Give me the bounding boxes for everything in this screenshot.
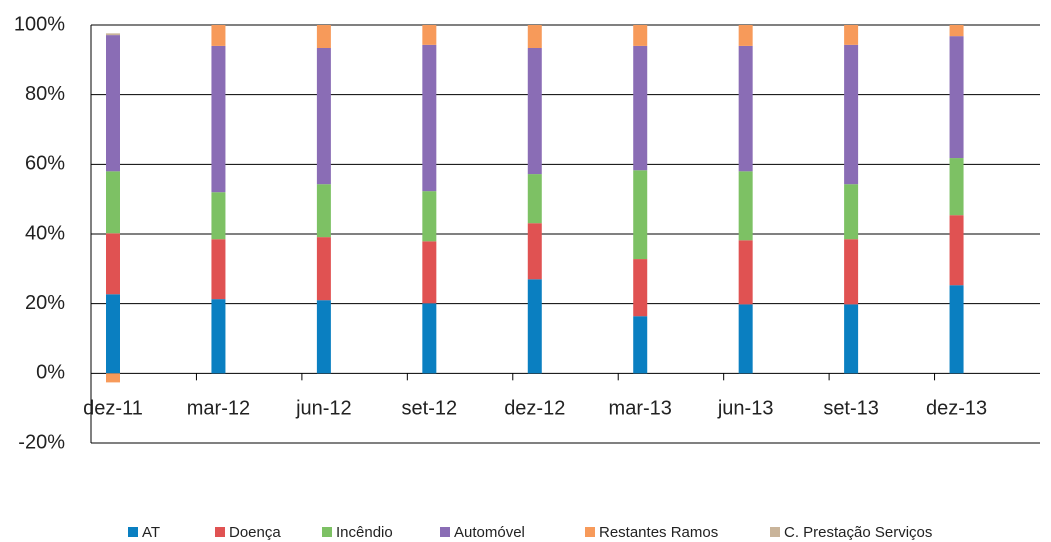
bar-segment: [949, 36, 964, 159]
legend-label: Incêndio: [336, 524, 393, 541]
legend-swatch: [440, 527, 450, 537]
x-tick-label: set-12: [402, 398, 458, 420]
bar-segment: [211, 299, 226, 374]
bar-segment: [316, 300, 331, 374]
bar-segment: [738, 304, 753, 374]
bar-segment: [844, 25, 859, 45]
bar-segment: [844, 184, 859, 240]
bar-segment: [316, 184, 331, 238]
legend-swatch: [585, 527, 595, 537]
bar-segment: [738, 25, 753, 46]
x-tick-label: jun-13: [717, 398, 774, 420]
y-tick-label: 20%: [25, 292, 65, 314]
bar-segment: [949, 215, 964, 286]
bar-segment: [211, 45, 226, 193]
bar-segment: [844, 239, 859, 305]
bar-segment: [949, 285, 964, 374]
x-tick-label: mar-13: [609, 398, 672, 420]
bar-segment: [106, 171, 120, 234]
bar-segment: [949, 158, 964, 216]
legend-swatch: [215, 527, 225, 537]
legend-label: Automóvel: [454, 524, 525, 541]
legend-swatch: [322, 527, 332, 537]
bar-segment: [527, 25, 542, 48]
bar-segment: [738, 240, 753, 305]
x-tick-label: dez-11: [83, 398, 143, 420]
bar-segment: [633, 45, 648, 171]
x-tick-label: set-13: [823, 398, 879, 420]
bar-segment: [844, 44, 859, 185]
bar-segment: [211, 192, 226, 240]
bar-segment: [527, 279, 542, 374]
y-tick-label: 60%: [25, 153, 65, 175]
bar-segment: [106, 373, 120, 383]
bar-segment: [422, 25, 437, 45]
legend-swatch: [128, 527, 138, 537]
bar-segment: [527, 223, 542, 280]
y-tick-label: -20%: [18, 431, 65, 453]
bar-segment: [422, 303, 437, 374]
y-tick-label: 40%: [25, 222, 65, 244]
x-tick-label: dez-13: [926, 398, 987, 420]
x-tick-label: dez-12: [504, 398, 565, 420]
x-tick-label: jun-12: [295, 398, 352, 420]
bar-segment: [633, 316, 648, 374]
bar-segment: [527, 47, 542, 175]
legend-swatch: [770, 527, 780, 537]
y-tick-label: 0%: [36, 362, 65, 384]
bar-segment: [844, 304, 859, 374]
bar-segment: [211, 239, 226, 300]
bar-segment: [422, 191, 437, 242]
bar-segment: [316, 237, 331, 301]
legend-label: Doença: [229, 524, 281, 541]
bar-segment: [949, 25, 964, 37]
bar-segment: [316, 25, 331, 48]
bar-segment: [422, 44, 437, 192]
bar-segment: [633, 259, 648, 317]
legend-label: AT: [142, 524, 160, 541]
y-tick-label: 100%: [14, 13, 65, 35]
bar-segment: [738, 171, 753, 241]
bar-segment: [422, 241, 437, 304]
bar-segment: [211, 25, 226, 46]
bar-segment: [106, 233, 120, 295]
bar-segment: [316, 47, 331, 185]
bar-segment: [738, 45, 753, 172]
legend-label: C. Prestação Serviços: [784, 524, 932, 541]
x-tick-label: mar-12: [187, 398, 250, 420]
bar-segment: [633, 25, 648, 46]
bar-segment: [527, 174, 542, 224]
y-tick-label: 80%: [25, 83, 65, 105]
bar-segment: [106, 33, 120, 36]
bar-segment: [106, 35, 120, 172]
bar-segment: [633, 170, 648, 260]
bar-segment: [106, 294, 120, 374]
legend-label: Restantes Ramos: [599, 524, 718, 541]
